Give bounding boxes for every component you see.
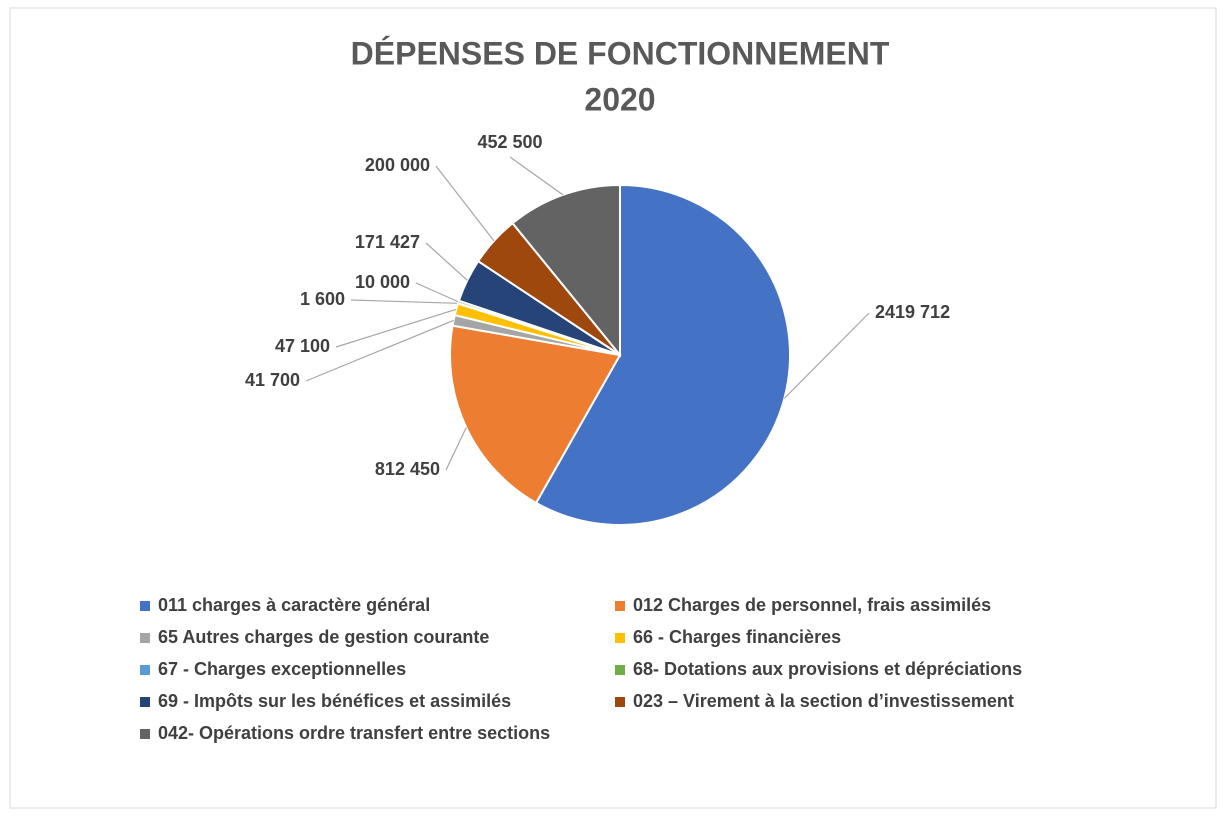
chart-subtitle: 2020 <box>584 81 655 117</box>
legend-swatch <box>140 729 150 739</box>
legend-swatch <box>615 601 625 611</box>
leader-line <box>445 427 467 471</box>
data-label: 41 700 <box>245 370 300 390</box>
legend-swatch <box>615 697 625 707</box>
chart-title: DÉPENSES DE FONCTIONNEMENT <box>351 35 890 71</box>
legend-swatch <box>615 633 625 643</box>
legend-label: 68- Dotations aux provisions et déprécia… <box>633 659 1022 679</box>
legend-swatch <box>140 601 150 611</box>
leader-line <box>435 165 495 242</box>
leader-line <box>425 242 468 281</box>
leader-line <box>305 319 454 382</box>
data-label: 1 600 <box>300 289 345 309</box>
legend-swatch <box>140 665 150 675</box>
legend-label: 66 - Charges financières <box>633 627 841 647</box>
legend-label: 69 - Impôts sur les bénéfices et assimil… <box>158 691 511 711</box>
legend-label: 042- Opérations ordre transfert entre se… <box>158 723 550 743</box>
leader-line <box>783 312 870 399</box>
data-label: 812 450 <box>375 459 440 479</box>
data-label: 10 000 <box>355 272 410 292</box>
legend-swatch <box>140 633 150 643</box>
data-label: 452 500 <box>477 132 542 152</box>
leader-line <box>415 282 459 303</box>
data-label: 2419 712 <box>875 302 950 322</box>
legend-label: 023 – Virement à la section d’investisse… <box>633 691 1014 711</box>
legend-swatch <box>140 697 150 707</box>
legend-label: 65 Autres charges de gestion courante <box>158 627 489 647</box>
data-label: 200 000 <box>365 155 430 175</box>
data-label: 47 100 <box>275 336 330 356</box>
pie-slice <box>534 183 791 526</box>
legend-label: 011 charges à caractère général <box>158 595 430 615</box>
legend-swatch <box>615 665 625 675</box>
leader-line <box>350 299 459 304</box>
legend-label: 012 Charges de personnel, frais assimilé… <box>633 595 991 615</box>
pie-slice <box>511 183 621 358</box>
data-label: 171 427 <box>355 232 420 252</box>
leader-line <box>335 308 457 348</box>
leader-line <box>509 156 564 196</box>
legend-label: 67 - Charges exceptionnelles <box>158 659 406 679</box>
